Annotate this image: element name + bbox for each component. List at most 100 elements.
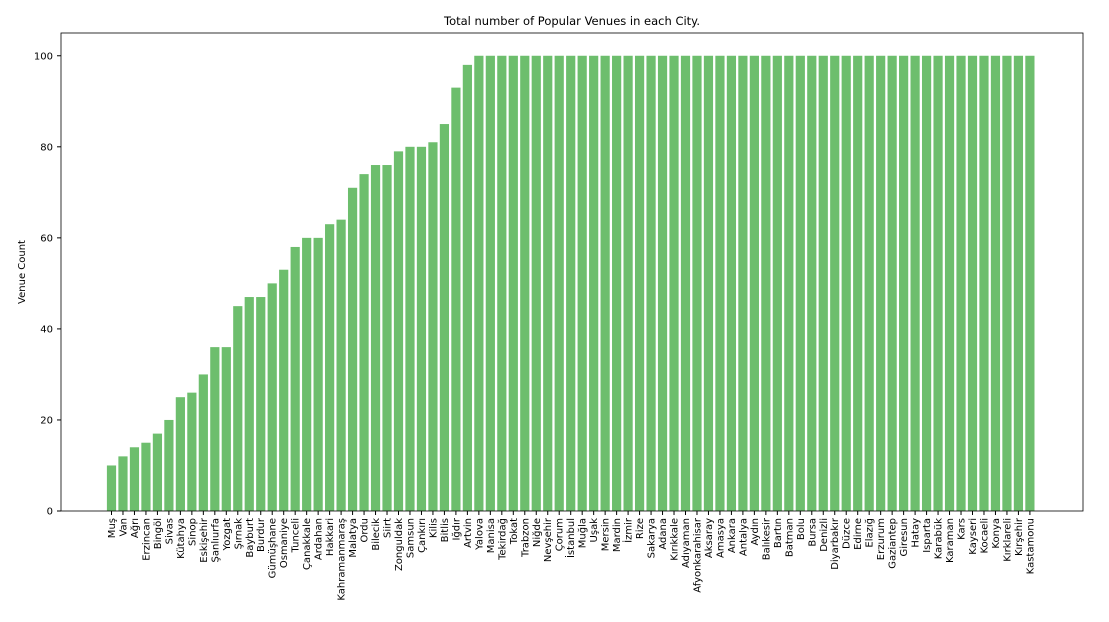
x-tick-label: Burdur <box>256 517 267 552</box>
bar <box>967 55 978 512</box>
x-tick-label: Şırnak <box>233 518 244 550</box>
bar <box>106 465 117 511</box>
bar <box>1025 55 1035 512</box>
bar <box>657 55 668 512</box>
x-tick-label: Edirne <box>853 518 864 550</box>
x-tick-label: Erzincan <box>141 518 152 561</box>
x-tick-label: Eskişehir <box>199 517 210 563</box>
x-tick-label: Bursa <box>807 518 818 547</box>
bar <box>393 151 404 511</box>
x-tick-label: Düzce <box>842 518 853 549</box>
bar <box>164 419 174 511</box>
bar <box>623 55 633 512</box>
x-tick-label: Kilis <box>428 518 439 538</box>
x-tick-label: Diyarbakır <box>830 517 841 570</box>
bar <box>336 219 346 511</box>
bar <box>302 237 312 511</box>
bar <box>233 306 243 511</box>
x-tick-label: Rize <box>635 518 646 539</box>
y-tick-label: 40 <box>40 324 53 335</box>
x-tick-label: Manisa <box>486 518 497 553</box>
bar <box>680 55 691 512</box>
x-tick-label: Gümüşhane <box>268 518 279 578</box>
bar <box>279 269 289 511</box>
bar <box>692 55 702 512</box>
x-tick-label: Gaziantep <box>888 518 899 569</box>
bar <box>761 55 771 512</box>
bar <box>910 55 920 512</box>
x-tick-label: Hatay <box>911 518 922 548</box>
bar <box>554 55 564 512</box>
bar <box>612 55 622 512</box>
bar <box>577 55 587 512</box>
x-tick-label: Sakarya <box>647 518 658 558</box>
bar <box>830 55 840 512</box>
x-tick-label: Iğdır <box>450 517 462 540</box>
x-tick-label: Karabük <box>934 518 945 559</box>
x-tick-label: Ağrı <box>129 518 141 538</box>
x-tick-label: Erzurum <box>876 518 887 560</box>
bar <box>474 55 484 512</box>
x-tick-label: Elazığ <box>864 518 876 548</box>
x-tick-label: Mersin <box>601 518 612 551</box>
x-tick-label: Balıkesir <box>761 517 772 560</box>
x-tick-label: Yozgat <box>222 518 233 552</box>
x-tick-label: Hakkari <box>325 518 336 556</box>
x-tick-label: Kırklareli <box>1002 518 1013 562</box>
x-tick-label: Çanakkale <box>302 518 313 570</box>
x-tick-label: Sivas <box>164 518 175 544</box>
bar <box>256 297 266 511</box>
bar <box>451 87 461 511</box>
bar <box>439 124 450 512</box>
x-tick-label: Sinop <box>187 518 198 546</box>
x-tick-label: Giresun <box>899 518 910 556</box>
bar <box>347 187 358 511</box>
bar <box>818 55 828 512</box>
x-tick-label: Aydın <box>750 518 761 546</box>
x-tick-label: Tokat <box>509 518 520 545</box>
y-axis-label: Venue Count <box>17 240 28 304</box>
bar <box>646 55 656 512</box>
bar <box>876 55 886 512</box>
x-tick-label: Tunceli <box>291 518 302 553</box>
y-tick-label: 0 <box>47 507 53 518</box>
x-tick-label: Tekirdağ <box>496 518 508 561</box>
x-tick-label: Trabzon <box>520 518 531 558</box>
x-tick-label: Çankırı <box>417 518 428 553</box>
bar <box>979 55 989 512</box>
bar <box>990 55 1001 512</box>
bar <box>566 55 576 512</box>
x-tick-label: Antalya <box>738 518 749 556</box>
x-tick-label: Osmaniye <box>279 518 290 568</box>
bar <box>405 146 415 512</box>
bar <box>738 55 748 512</box>
x-tick-label: Denizli <box>819 518 830 552</box>
bar <box>175 397 185 511</box>
x-tick-label: Mardin <box>612 518 623 552</box>
bar <box>462 64 472 511</box>
x-tick-label: Ankara <box>727 518 738 553</box>
bar <box>290 246 300 511</box>
x-tick-label: Adıyaman <box>681 518 692 568</box>
bar <box>520 55 530 512</box>
bar <box>244 297 254 511</box>
bar <box>428 142 438 511</box>
x-tick-label: Isparta <box>922 518 933 553</box>
bar <box>267 283 277 511</box>
y-tick-label: 80 <box>40 142 53 153</box>
x-tick-label: Muğla <box>577 518 589 548</box>
x-tick-label: Nevşehir <box>543 517 554 562</box>
bar <box>531 55 541 512</box>
x-tick-label: Kayseri <box>968 518 979 555</box>
bar <box>313 237 323 511</box>
x-tick-label: Kocaeli <box>979 518 990 554</box>
bar <box>726 55 737 512</box>
bar <box>589 55 599 512</box>
bar <box>600 55 610 512</box>
x-tick-label: Bilecik <box>371 518 382 551</box>
bar <box>864 55 874 512</box>
bar <box>1013 55 1024 512</box>
x-tick-label: Uşak <box>589 518 600 543</box>
x-tick-label: Karaman <box>945 518 956 563</box>
